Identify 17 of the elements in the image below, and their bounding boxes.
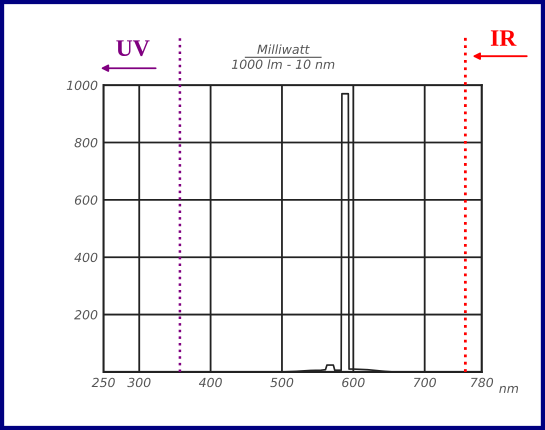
y-tick-label: 600 <box>74 195 98 205</box>
x-tick-label: 250 <box>92 378 115 388</box>
x-tick-label: 400 <box>198 378 222 388</box>
x-tick-label: 300 <box>127 378 151 388</box>
x-tick-label: 700 <box>414 378 436 388</box>
ref-line-label: UV <box>116 40 150 56</box>
ref-line-label: IR <box>490 30 517 46</box>
x-tick-label: 500 <box>270 378 294 388</box>
y-tick-label: 1000 <box>66 80 98 90</box>
y-tick-label: 800 <box>74 138 98 148</box>
y-tick-label: 200 <box>74 310 98 320</box>
x-axis-title: nm <box>499 386 518 393</box>
y-tick-label: 400 <box>74 252 98 262</box>
chart-subtitle: 1000 lm - 10 nm <box>232 59 334 70</box>
chart-title: Milliwatt <box>257 44 310 54</box>
x-tick-label: 600 <box>342 378 365 388</box>
x-tick-label: 780 <box>471 378 494 388</box>
